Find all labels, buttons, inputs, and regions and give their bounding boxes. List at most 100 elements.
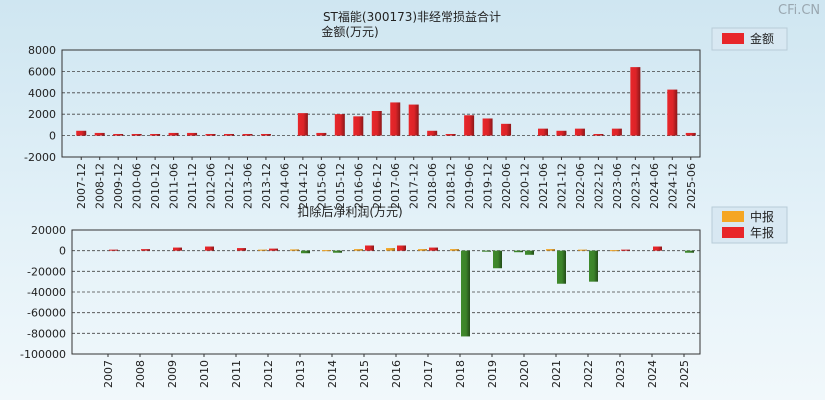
bottom-bar-interim	[386, 248, 395, 251]
bottom-bar-interim	[482, 250, 491, 252]
bottom-bar-interim	[418, 249, 427, 251]
top-x-tick-label: 2022-12	[592, 163, 605, 209]
bottom-bar-interim	[354, 249, 363, 251]
top-x-tick-label: 2010-12	[149, 163, 162, 209]
bottom-bar-annual	[653, 246, 662, 251]
bottom-y-tick-label: -20000	[27, 265, 66, 278]
top-x-tick-label: 2020-12	[519, 163, 532, 209]
top-chart-ylabel: 金额(万元)	[321, 24, 378, 39]
top-x-tick-label: 2008-12	[94, 163, 107, 209]
top-x-tick-label: 2019-12	[482, 163, 495, 209]
bottom-bar-annual	[589, 250, 598, 282]
top-bar	[371, 110, 382, 136]
top-chart-title: ST福能(300173)非经常损益合计	[323, 9, 501, 24]
top-chart-bars	[76, 67, 696, 136]
bottom-bar-annual	[685, 250, 694, 253]
top-y-tick-label: 0	[49, 130, 56, 143]
bottom-bar-interim	[258, 249, 267, 251]
top-x-tick-label: 2021-06	[537, 163, 550, 209]
top-x-tick-label: 2010-06	[131, 163, 144, 209]
bottom-y-tick-label: -40000	[27, 286, 66, 299]
bottom-bar-annual	[333, 250, 342, 253]
top-bar	[574, 128, 585, 136]
top-bar	[630, 67, 641, 136]
top-bar	[242, 133, 253, 136]
top-x-tick-label: 2015-12	[334, 163, 347, 209]
watermark: CFi.CN	[778, 3, 820, 18]
bottom-bar-annual	[557, 250, 566, 284]
top-bar	[685, 132, 696, 136]
bottom-bar-annual	[109, 249, 118, 251]
bottom-bar-interim	[322, 250, 331, 252]
bottom-chart-frame	[71, 229, 701, 355]
top-y-tick-label: 8000	[28, 44, 56, 57]
bottom-y-tick-label: -80000	[27, 327, 66, 340]
top-x-tick-label: 2020-06	[500, 163, 513, 209]
top-bar	[131, 133, 142, 136]
bottom-x-tick-label: 2013	[294, 360, 307, 388]
top-bar	[297, 113, 308, 136]
legend-swatch-amount	[722, 33, 744, 44]
top-bar	[76, 130, 87, 136]
bottom-bar-annual	[429, 247, 438, 251]
top-x-tick-label: 2016-12	[371, 163, 384, 209]
top-bar	[205, 133, 216, 136]
top-y-tick-label: 2000	[28, 108, 56, 121]
top-x-tick-label: 2007-12	[75, 163, 88, 209]
top-y-tick-label: 6000	[28, 65, 56, 78]
top-bar	[94, 132, 105, 136]
bottom-bar-annual	[301, 250, 310, 254]
top-x-tick-label: 2011-06	[168, 163, 181, 209]
bottom-x-tick-label: 2023	[614, 360, 627, 388]
top-x-tick-label: 2009-12	[112, 163, 125, 209]
legend-swatch-interim	[722, 211, 744, 222]
top-bar	[667, 89, 678, 136]
top-bar	[611, 128, 622, 136]
top-bar	[538, 128, 548, 136]
bottom-x-tick-label: 2012	[262, 360, 275, 388]
top-legend: 金额	[711, 27, 788, 51]
bottom-bar-annual	[141, 249, 150, 251]
top-x-tick-label: 2022-06	[574, 163, 587, 209]
bottom-bar-annual	[397, 245, 406, 251]
top-x-tick-label: 2023-12	[629, 163, 642, 209]
bottom-bar-annual	[493, 250, 502, 269]
bottom-chart-x-ticks: 2007 2008 2009 2010 2011 2012 2013 2014 2015 2016…	[102, 354, 691, 388]
top-chart-y-ticks: 8000 6000 4000 2000 0 -2000	[24, 44, 56, 164]
bottom-legend: 中报 年报	[711, 206, 788, 244]
top-x-tick-label: 2024-06	[648, 163, 661, 209]
top-bar	[464, 115, 475, 136]
bottom-chart-title: 扣除后净利润(万元)	[297, 204, 402, 219]
bottom-bar-annual	[365, 245, 374, 251]
top-chart-grid	[62, 71, 700, 137]
bottom-x-tick-label: 2011	[230, 360, 243, 388]
bottom-x-tick-label: 2007	[102, 360, 115, 388]
bottom-x-tick-label: 2024	[646, 360, 659, 388]
top-x-tick-label: 2021-12	[555, 163, 568, 209]
bottom-bar-interim	[578, 249, 587, 251]
top-bar	[168, 132, 179, 136]
top-y-tick-label: 4000	[28, 87, 56, 100]
bottom-x-tick-label: 2015	[358, 360, 371, 388]
top-x-tick-label: 2014-12	[297, 163, 310, 209]
top-bar	[187, 132, 198, 136]
bottom-x-tick-label: 2014	[326, 360, 339, 388]
top-chart-x-ticks: 2007-12 2008-12 2009-12 2010-06 2010-12 2011-…	[75, 157, 698, 209]
top-bar	[390, 102, 401, 136]
top-bar	[353, 116, 364, 136]
top-x-tick-label: 2016-06	[352, 163, 365, 209]
top-x-tick-label: 2019-06	[463, 163, 476, 209]
top-bar	[482, 118, 493, 136]
bottom-bar-interim	[514, 250, 523, 253]
top-x-tick-label: 2012-06	[205, 163, 218, 209]
top-x-tick-label: 2018-06	[426, 163, 439, 209]
bottom-bar-annual	[173, 247, 182, 251]
bottom-bar-interim	[546, 249, 555, 251]
top-bar	[445, 133, 456, 136]
bottom-x-tick-label: 2008	[134, 360, 147, 388]
bottom-chart-y-ticks: 20000 0 -20000 -40000 -60000 -80000 -100000	[20, 224, 66, 361]
top-bar	[316, 132, 327, 136]
top-bar	[150, 133, 161, 136]
bottom-bar-interim	[450, 249, 459, 251]
